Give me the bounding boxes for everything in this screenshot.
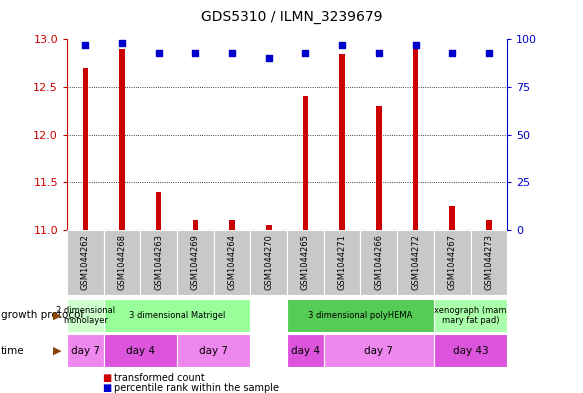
Bar (449, 206, 455, 230)
Text: GSM1044273: GSM1044273 (484, 234, 493, 290)
Point (227, 50, 237, 56)
Bar (104, 334, 177, 367)
Point (301, 50, 310, 56)
Bar (67, 334, 104, 367)
Bar (324, 334, 434, 367)
Bar (192, 220, 198, 230)
Point (338, 42, 347, 48)
Text: transformed count: transformed count (114, 373, 205, 383)
Bar (214, 230, 251, 295)
Bar (251, 230, 287, 295)
Text: day 7: day 7 (364, 346, 394, 356)
Text: GSM1044271: GSM1044271 (338, 234, 347, 290)
Text: ■: ■ (102, 383, 111, 393)
Text: day 43: day 43 (453, 346, 489, 356)
Bar (177, 334, 251, 367)
Bar (141, 230, 177, 295)
Bar (287, 334, 324, 367)
Text: growth protocol: growth protocol (1, 310, 83, 320)
Bar (67, 299, 104, 332)
Bar (177, 230, 214, 295)
Bar (104, 230, 141, 295)
Point (154, 50, 163, 56)
Text: ▶: ▶ (52, 310, 61, 320)
Bar (83, 68, 88, 230)
Bar (266, 225, 272, 230)
Text: GSM1044264: GSM1044264 (227, 234, 237, 290)
Text: GSM1044268: GSM1044268 (118, 234, 127, 290)
Point (117, 40, 127, 46)
Point (411, 42, 420, 48)
Point (264, 55, 273, 61)
Bar (397, 230, 434, 295)
Text: 2 dimensional
monolayer: 2 dimensional monolayer (56, 306, 115, 325)
Bar (339, 53, 345, 230)
Bar (486, 220, 491, 230)
Text: day 4: day 4 (291, 346, 320, 356)
Bar (229, 220, 235, 230)
Text: percentile rank within the sample: percentile rank within the sample (114, 383, 279, 393)
Bar (434, 334, 507, 367)
Bar (376, 106, 382, 230)
Text: xenograph (mam
mary fat pad): xenograph (mam mary fat pad) (434, 306, 507, 325)
Text: GSM1044262: GSM1044262 (81, 234, 90, 290)
Bar (104, 299, 251, 332)
Text: day 4: day 4 (126, 346, 155, 356)
Text: GSM1044270: GSM1044270 (264, 234, 273, 290)
Point (80, 42, 90, 48)
Text: GSM1044269: GSM1044269 (191, 234, 200, 290)
Bar (287, 230, 324, 295)
Bar (120, 49, 125, 230)
Text: 3 dimensional Matrigel: 3 dimensional Matrigel (129, 311, 225, 320)
Text: GSM1044265: GSM1044265 (301, 234, 310, 290)
Text: GDS5310 / ILMN_3239679: GDS5310 / ILMN_3239679 (201, 10, 382, 24)
Bar (470, 230, 507, 295)
Bar (324, 230, 360, 295)
Point (448, 50, 457, 56)
Text: GSM1044272: GSM1044272 (411, 234, 420, 290)
Bar (287, 299, 434, 332)
Text: GSM1044266: GSM1044266 (374, 234, 384, 290)
Bar (360, 230, 397, 295)
Bar (413, 49, 418, 230)
Bar (434, 230, 470, 295)
Point (191, 50, 200, 56)
Text: 3 dimensional polyHEMA: 3 dimensional polyHEMA (308, 311, 413, 320)
Text: GSM1044267: GSM1044267 (448, 234, 456, 290)
Point (374, 50, 384, 56)
Bar (434, 299, 507, 332)
Text: GSM1044263: GSM1044263 (154, 234, 163, 290)
Text: time: time (1, 346, 25, 356)
Text: day 7: day 7 (71, 346, 100, 356)
Text: ▶: ▶ (52, 346, 61, 356)
Point (484, 50, 494, 56)
Text: day 7: day 7 (199, 346, 229, 356)
Bar (67, 230, 104, 295)
Bar (156, 192, 161, 230)
Text: ■: ■ (102, 373, 111, 383)
Bar (303, 96, 308, 230)
